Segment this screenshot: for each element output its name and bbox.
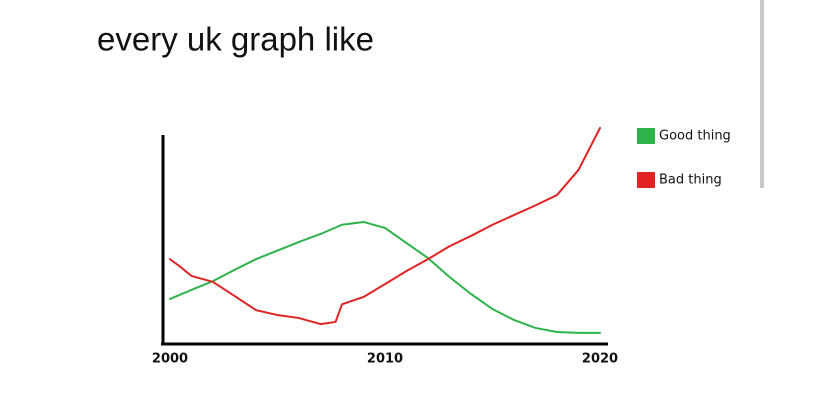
line — [169, 127, 601, 326]
legend-label: Good thing — [659, 129, 731, 144]
line — [169, 220, 601, 334]
scrollbar — [760, 0, 764, 188]
chart-title: every uk graph like — [97, 21, 374, 58]
legend-swatch — [637, 172, 655, 188]
x-tick-label: 2010 — [367, 352, 403, 367]
legend-swatch — [637, 128, 655, 144]
x-tick-label: 2020 — [582, 352, 618, 367]
legend-label: Bad thing — [659, 173, 722, 188]
x-tick-label: 2000 — [152, 352, 188, 367]
